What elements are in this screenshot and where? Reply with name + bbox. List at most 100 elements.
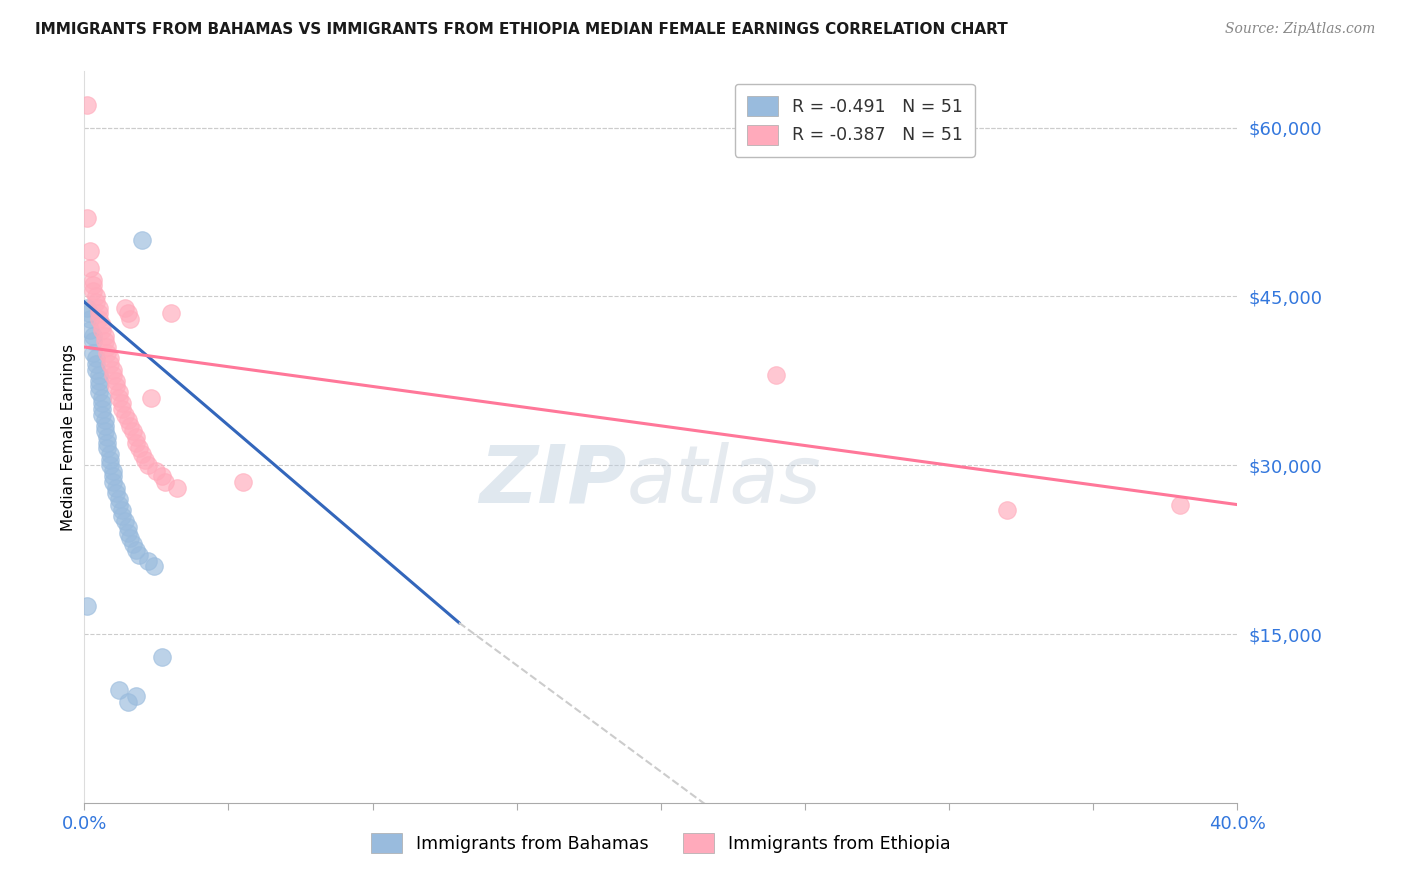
Point — [111, 396, 134, 410]
Point — [114, 408, 136, 422]
Point — [166, 481, 188, 495]
Point — [79, 261, 101, 276]
Point — [87, 301, 110, 315]
Point — [122, 425, 145, 439]
Point — [98, 452, 121, 467]
Point — [87, 368, 110, 383]
Point — [108, 391, 131, 405]
Point — [87, 374, 110, 388]
Point — [96, 345, 118, 359]
Point — [98, 357, 121, 371]
Point — [105, 481, 128, 495]
Point — [125, 542, 148, 557]
Point — [120, 418, 142, 433]
Point — [90, 396, 112, 410]
Point — [105, 379, 128, 393]
Point — [125, 435, 148, 450]
Point — [84, 289, 107, 303]
Point — [93, 425, 115, 439]
Point — [108, 385, 131, 400]
Point — [111, 503, 134, 517]
Point — [96, 442, 118, 456]
Point — [82, 345, 104, 359]
Point — [145, 464, 167, 478]
Point — [90, 391, 112, 405]
Point — [117, 694, 139, 708]
Point — [150, 649, 173, 664]
Point — [79, 244, 101, 259]
Point — [136, 458, 159, 473]
Text: Source: ZipAtlas.com: Source: ZipAtlas.com — [1225, 22, 1375, 37]
Point — [82, 278, 104, 293]
Point — [232, 475, 254, 489]
Point — [125, 689, 148, 703]
Text: IMMIGRANTS FROM BAHAMAS VS IMMIGRANTS FROM ETHIOPIA MEDIAN FEMALE EARNINGS CORRE: IMMIGRANTS FROM BAHAMAS VS IMMIGRANTS FR… — [35, 22, 1008, 37]
Point — [98, 447, 121, 461]
Point — [117, 525, 139, 540]
Point — [77, 306, 100, 320]
Point — [98, 351, 121, 366]
Point — [84, 351, 107, 366]
Point — [103, 464, 124, 478]
Point — [84, 357, 107, 371]
Point — [90, 408, 112, 422]
Point — [82, 328, 104, 343]
Point — [111, 508, 134, 523]
Point — [87, 306, 110, 320]
Point — [82, 272, 104, 286]
Point — [117, 413, 139, 427]
Point — [131, 233, 153, 247]
Point — [98, 458, 121, 473]
Point — [111, 401, 134, 416]
Point — [90, 323, 112, 337]
Point — [82, 284, 104, 298]
Point — [160, 306, 183, 320]
Point — [79, 312, 101, 326]
Point — [82, 334, 104, 349]
Point — [114, 301, 136, 315]
Point — [136, 554, 159, 568]
Point — [87, 385, 110, 400]
Point — [134, 452, 156, 467]
Text: ZIP: ZIP — [479, 442, 626, 520]
Point — [114, 515, 136, 529]
Point — [93, 418, 115, 433]
Point — [1168, 498, 1191, 512]
Point — [131, 447, 153, 461]
Point — [84, 362, 107, 376]
Point — [122, 537, 145, 551]
Point — [79, 323, 101, 337]
Point — [96, 340, 118, 354]
Point — [128, 442, 150, 456]
Point — [765, 368, 787, 383]
Text: atlas: atlas — [626, 442, 821, 520]
Point — [87, 379, 110, 393]
Point — [995, 503, 1018, 517]
Point — [96, 435, 118, 450]
Legend: Immigrants from Bahamas, Immigrants from Ethiopia: Immigrants from Bahamas, Immigrants from… — [364, 826, 957, 860]
Point — [93, 328, 115, 343]
Point — [125, 430, 148, 444]
Point — [150, 469, 173, 483]
Point — [105, 374, 128, 388]
Point — [96, 430, 118, 444]
Point — [103, 469, 124, 483]
Point — [117, 306, 139, 320]
Point — [108, 491, 131, 506]
Y-axis label: Median Female Earnings: Median Female Earnings — [60, 343, 76, 531]
Point — [139, 391, 162, 405]
Point — [93, 413, 115, 427]
Point — [103, 475, 124, 489]
Point — [87, 312, 110, 326]
Point — [103, 362, 124, 376]
Point — [90, 401, 112, 416]
Point — [142, 559, 165, 574]
Point — [76, 98, 98, 112]
Point — [103, 368, 124, 383]
Point — [117, 520, 139, 534]
Point — [108, 498, 131, 512]
Point — [128, 548, 150, 562]
Point — [120, 532, 142, 546]
Point — [90, 318, 112, 332]
Point — [105, 486, 128, 500]
